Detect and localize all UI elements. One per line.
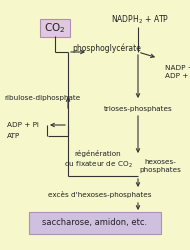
FancyBboxPatch shape: [29, 212, 161, 234]
Text: CO$_2$: CO$_2$: [44, 21, 66, 35]
Text: ribulose-diphosphate: ribulose-diphosphate: [4, 95, 80, 101]
Text: trioses-phosphates: trioses-phosphates: [104, 106, 172, 112]
Text: saccharose, amidon, etc.: saccharose, amidon, etc.: [42, 218, 148, 228]
Text: NADPH$_2$ + ATP: NADPH$_2$ + ATP: [111, 14, 169, 26]
Text: NADP +
ADP + Pi: NADP + ADP + Pi: [165, 65, 190, 79]
Text: régénération
du fixateur de CO$_2$: régénération du fixateur de CO$_2$: [64, 150, 132, 170]
Text: phosphoglycérate: phosphoglycérate: [73, 43, 141, 53]
Text: excès d'hexoses-phosphates: excès d'hexoses-phosphates: [48, 192, 152, 198]
FancyBboxPatch shape: [40, 19, 70, 37]
Text: ADP + Pi: ADP + Pi: [7, 122, 39, 128]
Text: hexoses-
phosphates: hexoses- phosphates: [139, 159, 181, 173]
Text: ATP: ATP: [7, 133, 20, 139]
